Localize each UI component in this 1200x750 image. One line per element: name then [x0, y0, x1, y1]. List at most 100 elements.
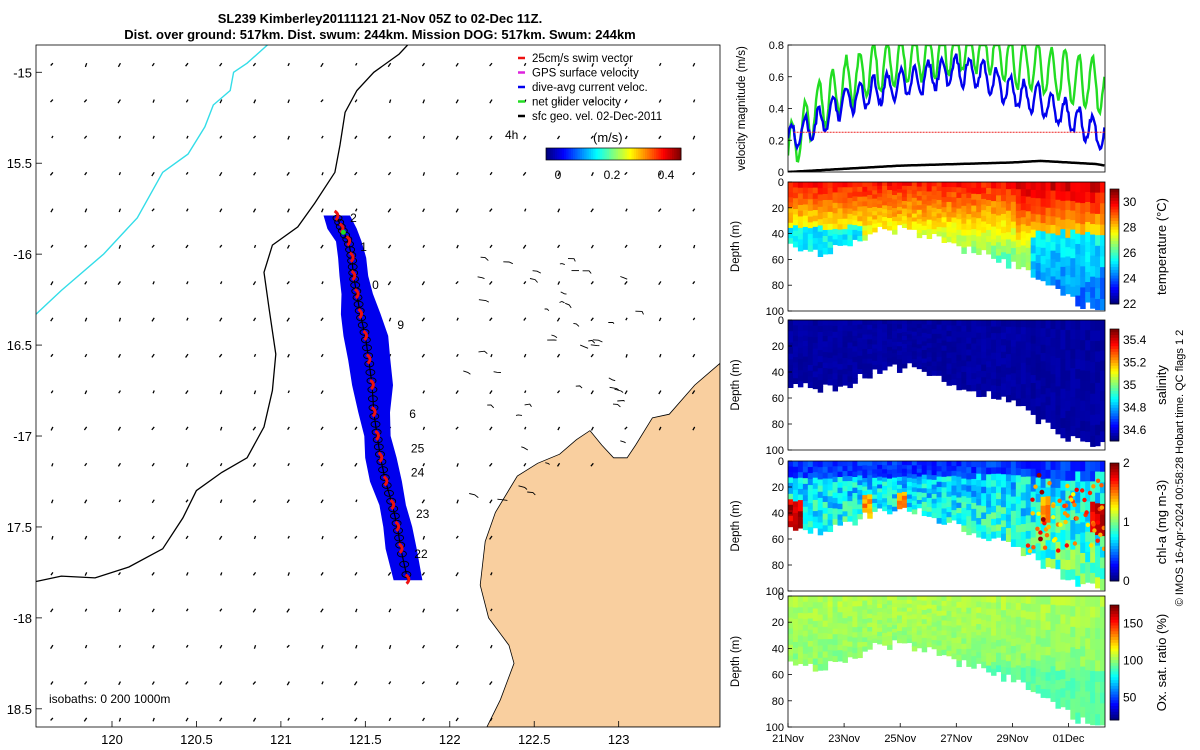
temperature-colorbar-cell: [1110, 232, 1119, 236]
oxsat-cell: [936, 625, 943, 632]
salinity-cell: [1085, 340, 1091, 351]
salinity-cell: [946, 330, 952, 337]
chla-cell: [867, 513, 873, 519]
salinity-cell: [817, 386, 824, 393]
oxsat-cell: [1045, 646, 1052, 656]
oxsat-cell: [911, 614, 918, 620]
temperature-cell: [1035, 238, 1042, 248]
salinity-cell: [931, 347, 938, 353]
temperature-cell: [872, 198, 878, 204]
map-colorbar-cell: [613, 148, 617, 160]
oxsat-cell: [802, 607, 809, 614]
salinity-cell: [936, 370, 943, 376]
temperature-cell: [807, 182, 814, 189]
oxsat-cell: [1000, 674, 1007, 682]
salinity-axes-frame: [787, 319, 1106, 451]
temperature-colorbar-cell: [1110, 194, 1119, 199]
temperature-cell: [817, 244, 824, 251]
salinity-cell: [991, 385, 997, 393]
oxsat-ytick-label: 40: [772, 643, 784, 655]
geo-velocity-arrow: [387, 244, 392, 249]
velocity-ytick-label: 0.4: [769, 104, 784, 116]
oxsat-cell: [832, 606, 839, 613]
geo-velocity-arrow: [151, 681, 155, 685]
temperature-cell: [1040, 231, 1047, 241]
chla-cell: [1100, 471, 1105, 483]
temperature-cell: [877, 200, 883, 205]
salinity-cell: [1060, 388, 1066, 400]
oxsat-cell: [817, 614, 824, 622]
temperature-cell: [906, 189, 913, 195]
salinity-colorbar-cell: [1110, 424, 1119, 428]
salinity-cell: [807, 359, 814, 366]
oxsat-cell: [892, 610, 898, 615]
salinity-colorbar-cell: [1110, 376, 1119, 380]
temperature-cell: [792, 187, 799, 194]
chla-cell: [921, 474, 928, 480]
geo-velocity-arrow: [421, 499, 425, 504]
salinity-cell: [941, 371, 947, 377]
oxsat-cell: [916, 608, 923, 614]
oxsat-cell: [996, 614, 1002, 622]
salinity-cell: [911, 343, 918, 348]
reef-outline: [609, 386, 619, 391]
salinity-cell: [792, 346, 799, 353]
oxsat-cell: [872, 596, 878, 601]
reef-outline: [478, 299, 490, 303]
oxsat-cell: [792, 596, 799, 603]
geo-velocity-arrow: [489, 317, 493, 322]
temperature-cell: [882, 201, 888, 206]
chla-cell: [827, 466, 834, 474]
temperature-cell: [996, 215, 1002, 223]
chla-cell: [832, 482, 839, 488]
oxsat-cell: [996, 602, 1002, 610]
oxsat-cell: [1000, 617, 1007, 625]
temperature-cell: [911, 182, 918, 187]
oxsat-cell: [936, 640, 943, 647]
oxsat-cell: [882, 620, 888, 626]
temperature-cell: [966, 208, 972, 215]
temperature-cell: [1000, 245, 1007, 253]
salinity-cell: [921, 337, 928, 342]
chla-cell: [842, 501, 848, 507]
salinity-cell: [956, 354, 962, 362]
oxsat-cell: [1080, 696, 1086, 708]
salinity-cell: [1095, 330, 1101, 342]
temperature-cell: [802, 243, 809, 250]
oxsat-cell: [961, 627, 967, 634]
temperature-cell: [991, 194, 997, 202]
chla-cell: [1020, 461, 1027, 470]
chla-cell: [857, 499, 863, 505]
chla-cell: [1085, 481, 1091, 492]
oxsat-cell: [1000, 596, 1007, 604]
salinity-cell: [936, 352, 943, 358]
salinity-cell: [797, 325, 804, 332]
oxsat-cell: [827, 617, 834, 624]
oxsat-cell: [1090, 649, 1096, 661]
glider-track-loop: [391, 519, 402, 527]
temperature-cell: [1040, 239, 1047, 249]
salinity-cell: [882, 328, 888, 333]
temperature-cell: [956, 213, 962, 220]
chla-cell: [1080, 461, 1086, 472]
geo-velocity-arrow: [50, 353, 54, 358]
geo-velocity-arrow: [455, 390, 459, 394]
salinity-cell: [832, 355, 839, 362]
temperature-cell: [857, 216, 863, 222]
geo-velocity-arrow: [51, 463, 54, 467]
temperature-plot-area: [788, 182, 1105, 311]
salinity-cell: [788, 342, 794, 349]
salinity-cell: [976, 364, 982, 372]
temperature-cell: [1020, 238, 1027, 246]
chla-cell: [1020, 484, 1027, 494]
salinity-cell: [877, 328, 883, 334]
temperature-cell: [916, 209, 923, 215]
salinity-cell: [832, 367, 839, 374]
chla-ylabel: Depth (m): [730, 500, 742, 551]
chla-cell: [1050, 523, 1056, 533]
temperature-cell: [906, 182, 913, 187]
oxsat-cell: [822, 645, 829, 652]
chla-cell: [996, 486, 1002, 494]
salinity-cell: [951, 368, 957, 375]
salinity-cell: [971, 379, 977, 386]
